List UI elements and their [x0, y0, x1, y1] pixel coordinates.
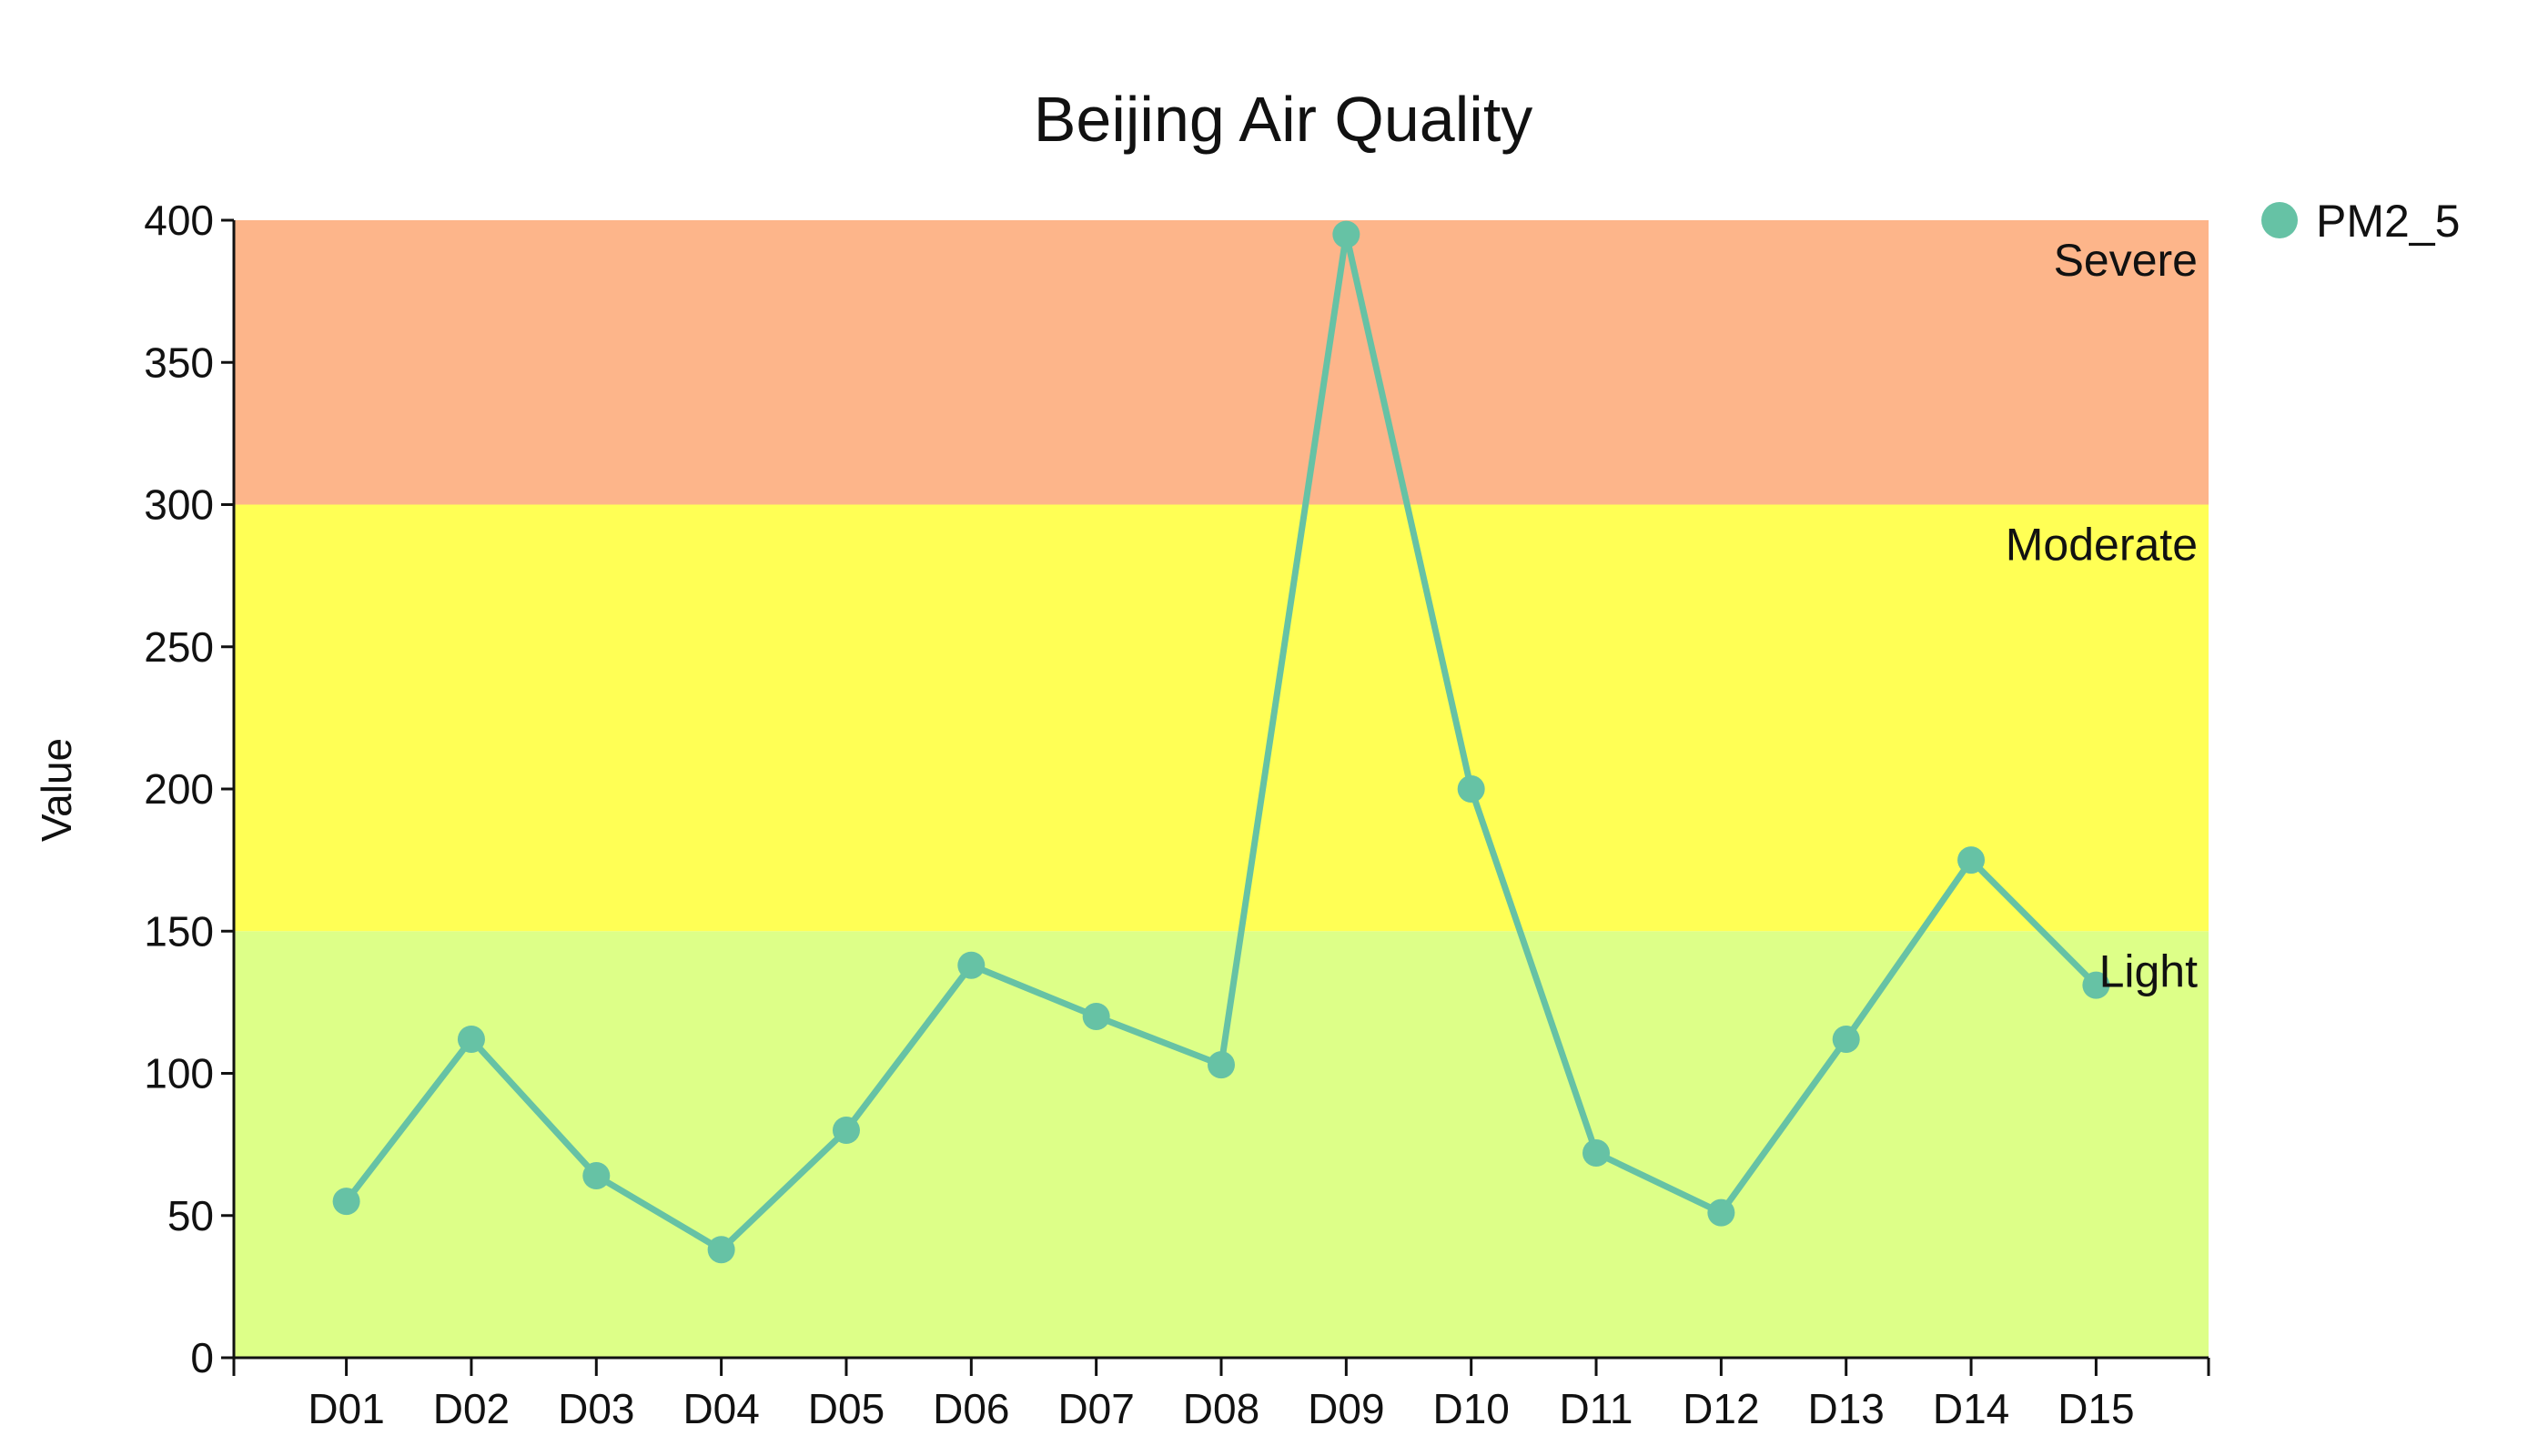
legend: PM2_5: [2261, 196, 2460, 247]
data-point: [957, 951, 986, 979]
x-tick-label: D09: [1308, 1385, 1384, 1432]
x-tick-label: D08: [1183, 1385, 1259, 1432]
y-tick-label: 100: [144, 1050, 214, 1097]
y-tick-label: 400: [144, 197, 214, 244]
x-axis: D01 D02 D03 D04 D05 D06 D07 D08 D09 D10 D11 D12 D13 D…: [232, 1356, 2210, 1432]
band-label: Light: [2099, 945, 2199, 996]
data-point: [2082, 971, 2110, 999]
data-point: [332, 1188, 360, 1216]
y-tick-label: 250: [144, 623, 214, 671]
x-tick-label: D14: [1933, 1385, 2009, 1432]
x-tick-label: D04: [682, 1385, 759, 1432]
band-moderate: [234, 504, 2209, 932]
legend-marker: [2261, 202, 2298, 238]
series-layer: Light Moderate Severe: [332, 220, 2199, 1264]
y-tick-label: 0: [190, 1334, 214, 1381]
y-tick-label: 50: [167, 1192, 214, 1239]
data-point: [1832, 1026, 1860, 1053]
data-point: [707, 1236, 735, 1264]
x-tick-label: D10: [1432, 1385, 1509, 1432]
data-point: [1582, 1139, 1611, 1167]
band-light: [234, 931, 2209, 1358]
x-tick-label: D03: [558, 1385, 634, 1432]
data-point: [1707, 1198, 1735, 1227]
x-tick-label: D11: [1560, 1385, 1633, 1432]
aqi-bands: [234, 220, 2209, 1358]
x-tick-label: D02: [433, 1385, 510, 1432]
y-axis: 0 50 100 150 200 250 300 350 400: [144, 197, 236, 1381]
data-point: [1332, 220, 1360, 248]
y-axis-label: Value: [33, 738, 80, 842]
data-point: [457, 1026, 485, 1053]
x-tick-label: D06: [933, 1385, 1009, 1432]
band-label: Moderate: [2006, 520, 2198, 571]
band-severe: [234, 220, 2209, 505]
x-tick-label: D07: [1057, 1385, 1134, 1432]
data-point: [1082, 1003, 1110, 1030]
legend-label: PM2_5: [2316, 196, 2460, 247]
data-point: [1957, 846, 1986, 875]
x-tick-label: D12: [1683, 1385, 1759, 1432]
x-tick-label: D01: [308, 1385, 384, 1432]
x-tick-label: D05: [808, 1385, 885, 1432]
data-point: [832, 1117, 860, 1144]
data-point: [582, 1162, 611, 1189]
y-tick-label: 350: [144, 339, 214, 386]
x-tick-label: D13: [1808, 1385, 1885, 1432]
chart-title: Beijing Air Quality: [1034, 84, 1533, 155]
y-tick-label: 300: [144, 481, 214, 529]
y-tick-label: 150: [144, 907, 214, 955]
band-label: Severe: [2054, 235, 2198, 286]
y-tick-label: 200: [144, 765, 214, 813]
x-tick-label: D15: [2058, 1385, 2134, 1432]
data-point: [1457, 775, 1485, 803]
data-point: [1208, 1051, 1235, 1079]
